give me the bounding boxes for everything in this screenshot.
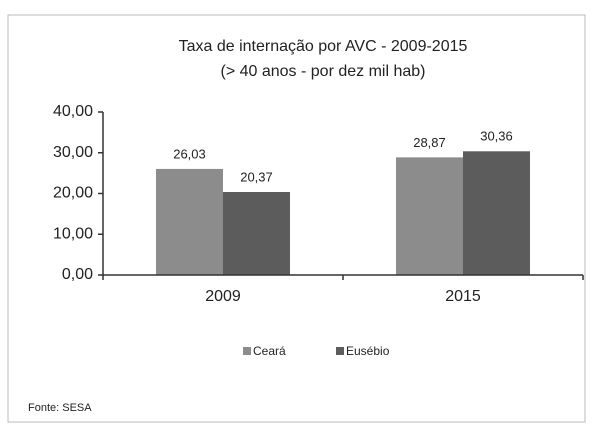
legend-label: Eusébio xyxy=(346,344,390,358)
bar xyxy=(223,191,290,275)
bar xyxy=(396,157,463,275)
value-label: 30,36 xyxy=(480,129,513,144)
y-tick-label: 30,00 xyxy=(53,144,93,161)
bar xyxy=(463,151,530,275)
chart-subtitle: (> 40 anos - por dez mil hab) xyxy=(221,63,426,80)
legend-swatch xyxy=(336,347,344,355)
y-tick-label: 20,00 xyxy=(53,185,93,202)
source-note: Fonte: SESA xyxy=(28,402,92,414)
x-tick-label: 2009 xyxy=(205,288,241,305)
chart-title: Taxa de internação por AVC - 2009-2015 xyxy=(179,38,468,55)
y-tick-label: 10,00 xyxy=(53,225,93,242)
value-label: 26,03 xyxy=(173,146,206,161)
y-tick-label: 40,00 xyxy=(53,103,93,120)
legend-swatch xyxy=(243,347,251,355)
value-label: 28,87 xyxy=(413,135,446,150)
value-label: 20,37 xyxy=(240,169,273,184)
x-tick-label: 2015 xyxy=(445,288,481,305)
legend-label: Ceará xyxy=(253,344,286,358)
bar xyxy=(156,168,223,275)
y-tick-label: 0,00 xyxy=(62,266,93,283)
